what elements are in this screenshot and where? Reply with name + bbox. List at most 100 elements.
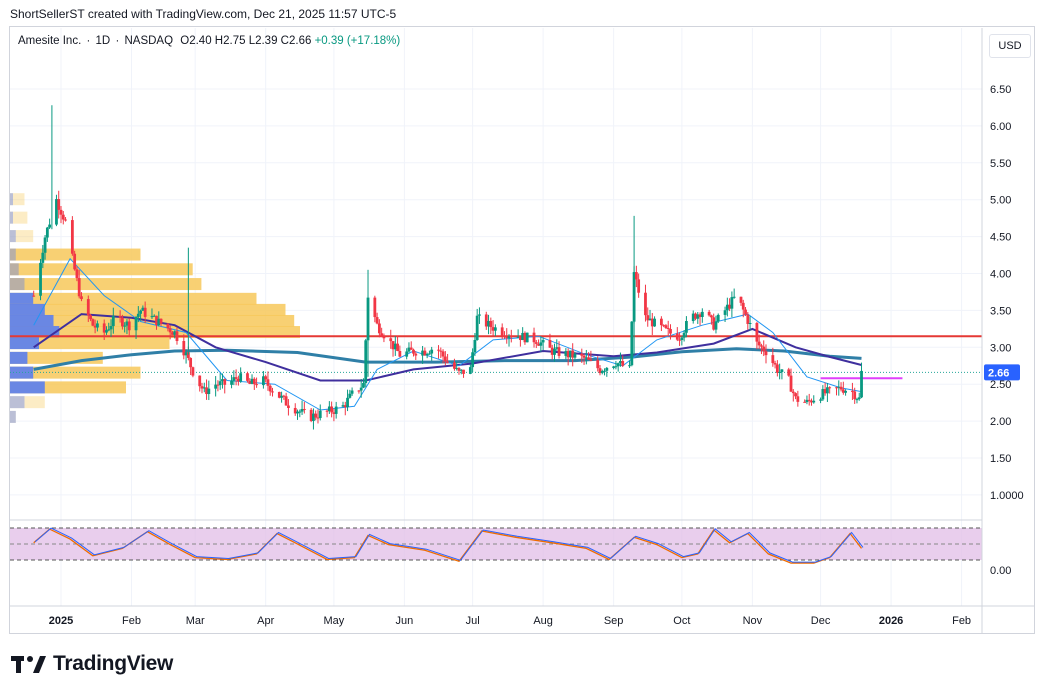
- candle-body: [662, 325, 666, 327]
- candle-body: [425, 353, 429, 356]
- candle-body: [710, 315, 713, 318]
- candle-body: [462, 369, 465, 374]
- candle-body: [821, 389, 825, 400]
- candle-body: [780, 369, 784, 372]
- candle-body: [837, 386, 841, 388]
- y-tick-label: 2.00: [990, 416, 1011, 428]
- candle-body: [698, 314, 702, 318]
- last-price-badge-bg: [984, 364, 1020, 381]
- candle-body: [475, 315, 479, 340]
- candle-body: [807, 399, 811, 401]
- candle-body: [805, 399, 809, 403]
- tradingview-logo-text: TradingView: [53, 652, 174, 675]
- candle-body: [860, 370, 863, 398]
- candle-body: [828, 387, 832, 389]
- y-tick-label: 2.50: [990, 379, 1011, 391]
- candle-body: [284, 396, 288, 406]
- candle-body: [70, 220, 74, 254]
- candle-body: [691, 313, 695, 322]
- candle-body: [107, 329, 111, 331]
- candle-body: [205, 387, 208, 395]
- candle-body: [650, 318, 654, 327]
- candle-body: [541, 340, 545, 343]
- rsi-line: [34, 527, 864, 563]
- candle-body: [716, 314, 720, 322]
- candle-body: [500, 327, 504, 336]
- candle-body: [612, 366, 616, 368]
- candle-body: [41, 252, 45, 263]
- volume-profile-up-bar: [10, 230, 34, 243]
- candle-body: [171, 332, 174, 335]
- candle-body: [236, 378, 240, 382]
- candle-body: [109, 326, 113, 330]
- x-tick-label: Dec: [811, 615, 831, 627]
- rsi-signal-line: [33, 528, 863, 564]
- candle-body: [325, 410, 329, 412]
- candle-body: [582, 355, 586, 358]
- candle-body: [125, 321, 129, 326]
- symbol-interval: 1D: [95, 35, 111, 47]
- chart-attribution: ShortSellerST created with TradingView.c…: [10, 7, 397, 21]
- candle-body: [553, 348, 556, 355]
- ohlc-close: C2.66: [280, 35, 312, 47]
- candle-body: [348, 393, 352, 398]
- candle-body: [314, 413, 318, 418]
- candles: [32, 105, 863, 430]
- y-tick-label: 1.50: [990, 453, 1011, 465]
- candle-body: [250, 378, 254, 384]
- candle-body: [775, 364, 779, 373]
- candle-body: [803, 401, 807, 403]
- rsi-pane: [10, 527, 982, 564]
- candle-body: [316, 417, 320, 419]
- sma-slow-line: [33, 347, 862, 371]
- candle-body: [796, 396, 800, 402]
- candle-body: [534, 342, 538, 344]
- candle-body: [457, 368, 461, 371]
- candle-body: [789, 375, 793, 392]
- candle-body: [700, 311, 704, 318]
- candle-body: [446, 361, 450, 363]
- candle-body: [175, 331, 179, 342]
- currency-selector[interactable]: USD: [989, 34, 1031, 58]
- volume-profile-down-bar: [10, 230, 16, 243]
- candle-body: [471, 352, 475, 368]
- ohlc-high: H2.75: [214, 35, 246, 47]
- x-tick-label: 2025: [49, 615, 73, 627]
- candle-body: [166, 323, 170, 329]
- candle-body: [298, 411, 302, 413]
- y-tick-label: 4.00: [990, 269, 1011, 281]
- x-tick-label: Oct: [673, 615, 690, 627]
- candle-body: [525, 332, 529, 343]
- candle-body: [819, 399, 822, 401]
- x-tick-label: Feb: [122, 615, 141, 627]
- candle-body: [682, 332, 686, 338]
- candle-body: [350, 390, 354, 394]
- candle-body: [77, 278, 81, 297]
- volume-profile-up-bar: [10, 396, 45, 409]
- tradingview-logo[interactable]: TradingView: [11, 652, 173, 676]
- candle-body: [619, 361, 622, 364]
- candle-body: [564, 351, 568, 356]
- candle-body: [598, 368, 602, 374]
- candle-body: [191, 367, 195, 376]
- candle-body: [487, 320, 490, 327]
- candle-body: [223, 379, 227, 385]
- candle-body: [64, 219, 67, 221]
- volume-profile-down-bar: [10, 278, 25, 291]
- candle-body: [277, 391, 281, 398]
- candle-body: [571, 350, 575, 358]
- candle-body: [812, 400, 816, 403]
- candle-body: [653, 318, 656, 327]
- candle-body: [778, 371, 782, 373]
- y-tick-label: 6.00: [990, 121, 1011, 133]
- candle-body: [723, 310, 727, 315]
- last-price-badge-text: 2.66: [988, 367, 1009, 379]
- candle-body: [405, 351, 409, 357]
- candle-body: [771, 355, 775, 364]
- candle-body: [327, 406, 331, 411]
- candle-body: [725, 304, 729, 311]
- candle-body: [621, 361, 625, 366]
- y-tick-label: 6.50: [990, 84, 1011, 96]
- candle-body: [459, 369, 463, 371]
